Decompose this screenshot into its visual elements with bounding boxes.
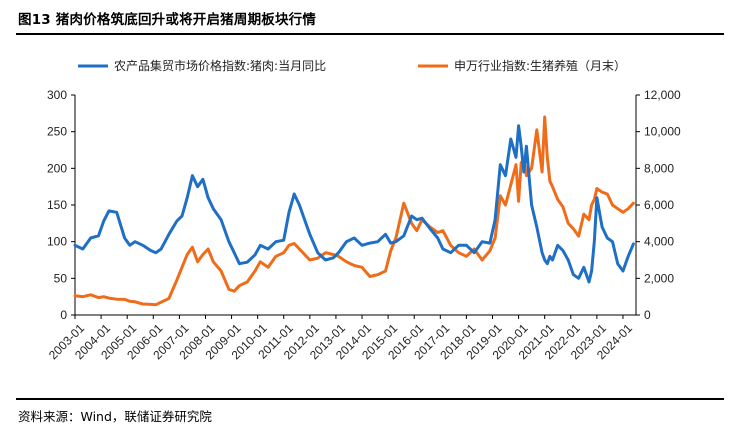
chart-title: 图13 猪肉价格筑底回升或将开启猪周期板块行情 — [18, 12, 317, 28]
right-tick-label: 6,000 — [644, 198, 674, 212]
left-axis-ticks: 0 50 100 150 200 250 300 — [47, 88, 75, 322]
source-note: 资料来源：Wind，联储证券研究院 — [18, 409, 212, 424]
left-tick-label: 100 — [47, 235, 67, 249]
right-tick-label: 8,000 — [644, 161, 674, 175]
legend: 农产品集贸市场价格指数:猪肉:当月同比 申万行业指数:生猪养殖（月末） — [78, 58, 626, 73]
left-tick-label: 250 — [47, 125, 67, 139]
right-tick-label: 12,000 — [644, 88, 681, 102]
right-tick-label: 4,000 — [644, 235, 674, 249]
bottom-rule — [16, 398, 724, 400]
top-rule — [16, 33, 724, 35]
x-axis-ticks: 2003-012004-012005-012006-012007-012008-… — [46, 315, 635, 362]
series-line-pork-yoy — [73, 124, 635, 284]
right-axis-ticks: 0 2,000 4,000 6,000 8,000 10,000 12,000 — [636, 88, 681, 322]
left-tick-label: 300 — [47, 88, 67, 102]
left-tick-label: 200 — [47, 161, 67, 175]
left-tick-label: 150 — [47, 198, 67, 212]
left-tick-label: 0 — [60, 308, 67, 322]
legend-label-hog-index: 申万行业指数:生猪养殖（月末） — [454, 58, 626, 73]
legend-label-pork-yoy: 农产品集贸市场价格指数:猪肉:当月同比 — [114, 58, 326, 73]
right-tick-label: 10,000 — [644, 125, 681, 139]
right-tick-label: 0 — [644, 308, 651, 322]
right-tick-label: 2,000 — [644, 271, 674, 285]
left-tick-label: 50 — [54, 271, 68, 285]
series-line-hog-index — [73, 115, 635, 307]
series-layer — [73, 115, 635, 307]
